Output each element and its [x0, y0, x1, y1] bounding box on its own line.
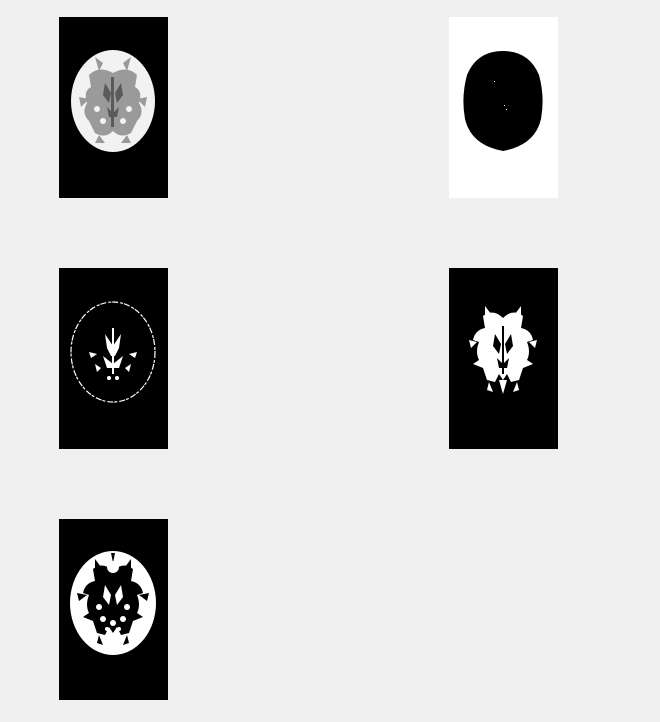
white-matter-mask-svg [449, 268, 558, 449]
background-mask-image [449, 17, 558, 198]
gray-matter-mask-svg [59, 519, 168, 700]
brain-outline [70, 301, 156, 403]
csf-region [103, 77, 123, 127]
csf-mask-image [59, 268, 168, 449]
brain-mask-region [463, 51, 543, 151]
csf-mask-svg [59, 268, 168, 449]
gray-matter-mask-image [59, 519, 168, 700]
white-matter-mask-image [449, 268, 558, 449]
csf-region [89, 328, 137, 380]
background-mask-svg [449, 17, 558, 198]
labeled-segmentation-svg [59, 17, 168, 198]
non-gray-matter-region [77, 553, 149, 645]
labeled-segmentation-image [59, 17, 168, 198]
